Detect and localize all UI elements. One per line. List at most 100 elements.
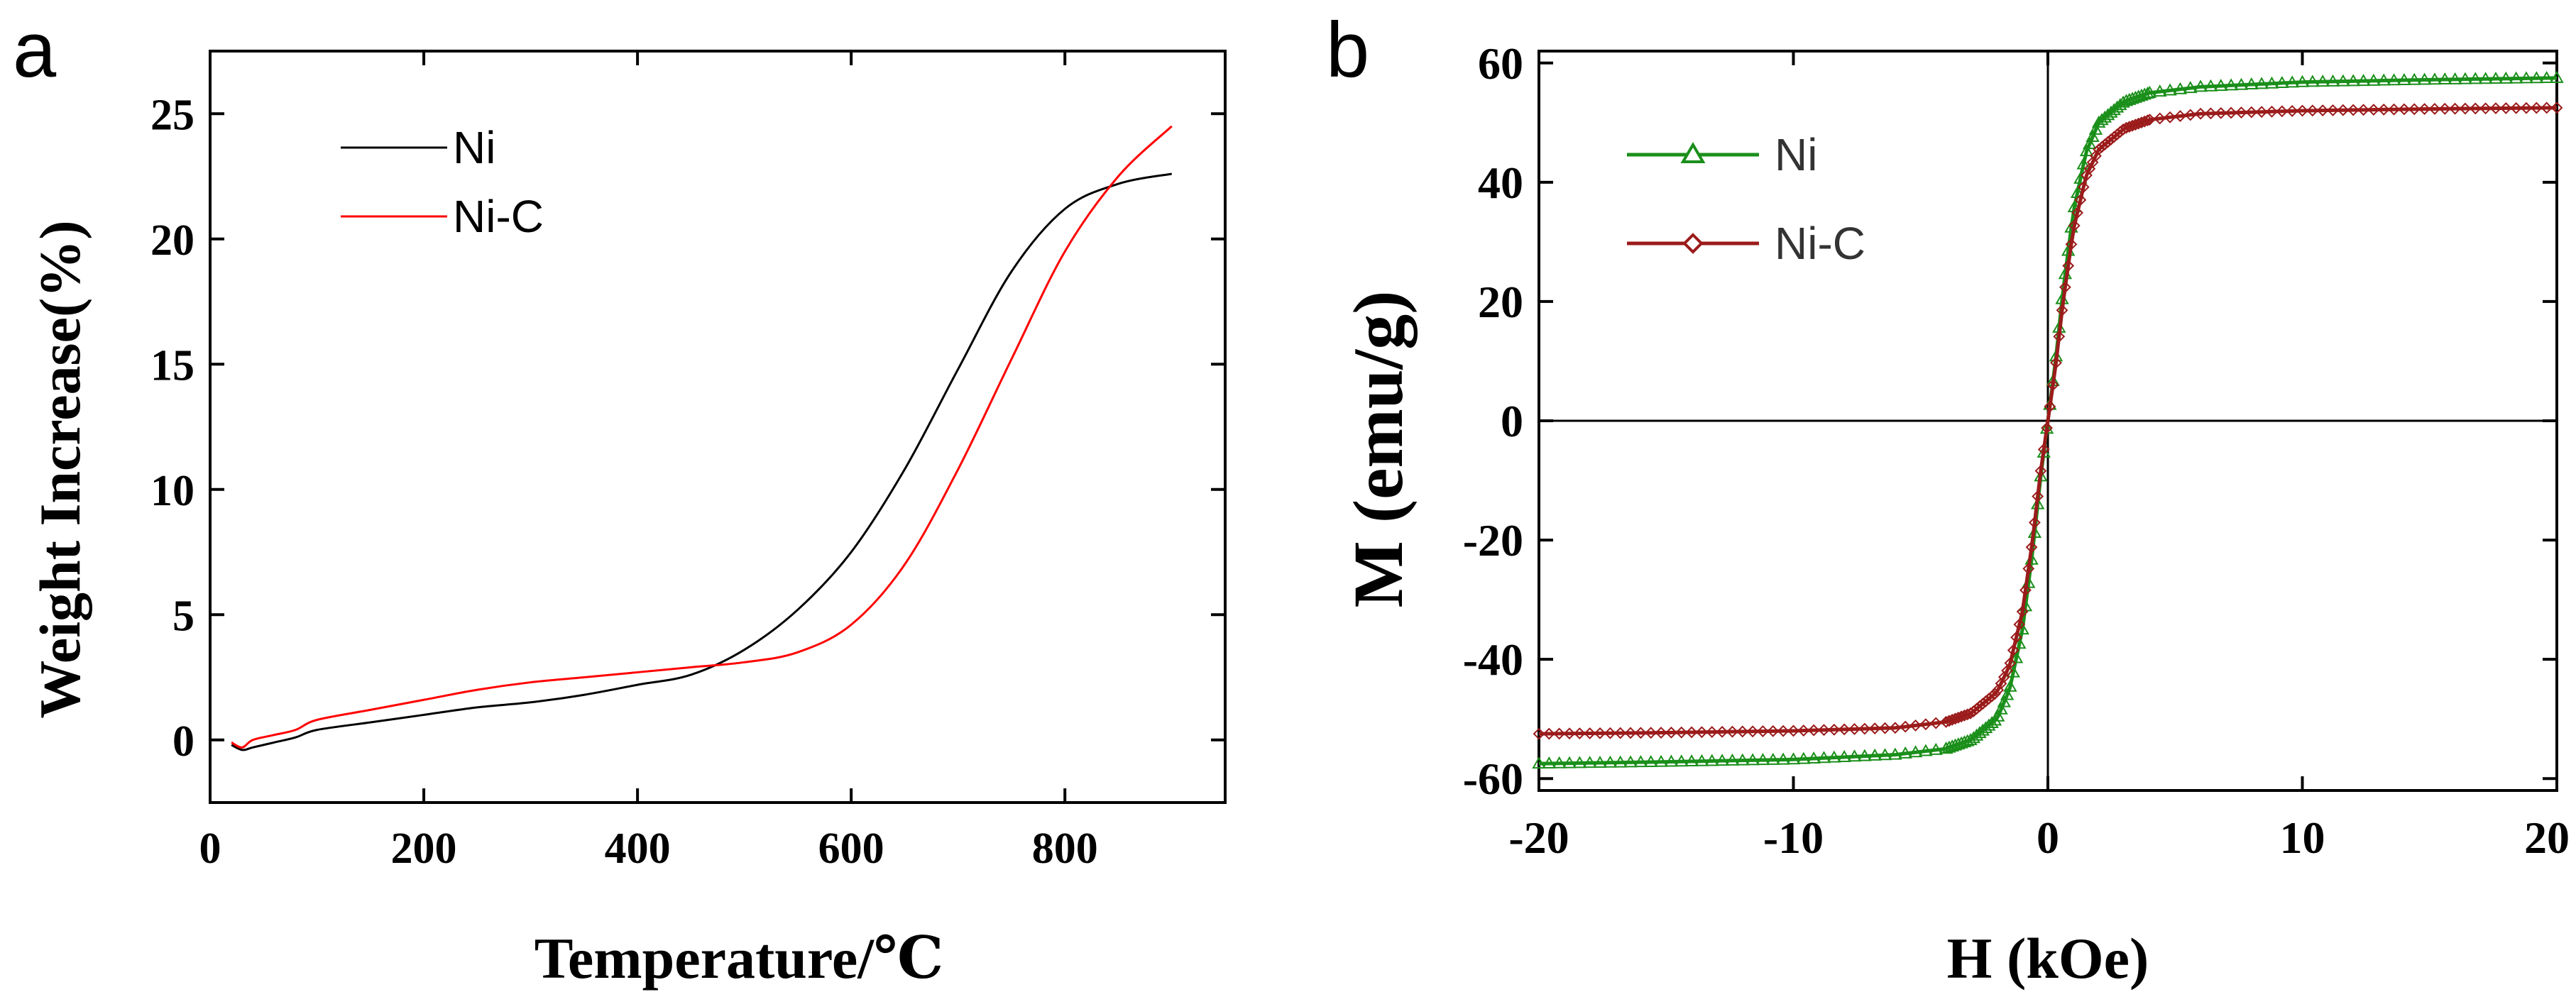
- data-point-b-ni-c: [1675, 726, 1688, 739]
- data-point-b-ni: [2193, 79, 2208, 92]
- y-tick-label-a: 25: [150, 91, 194, 139]
- data-point-b-ni: [1807, 751, 1821, 764]
- data-point-b-ni-c: [2184, 109, 2197, 121]
- data-point-b-ni: [2458, 72, 2472, 84]
- data-point-b-ni-c: [1949, 712, 1961, 725]
- y-axis-title-b: M (emu/g): [1339, 290, 1418, 607]
- panel-letter-a: a: [13, 6, 57, 94]
- data-point-b-ni: [1888, 747, 1902, 760]
- data-point-b-ni: [1837, 749, 1851, 762]
- data-point-b-ni-c: [2105, 133, 2117, 145]
- data-point-b-ni: [2315, 75, 2330, 87]
- data-point-b-ni: [2448, 72, 2462, 84]
- data-point-b-ni-c: [2276, 105, 2289, 118]
- data-point-b-ni: [1908, 745, 1923, 758]
- data-point-b-ni-c: [2001, 664, 2014, 677]
- data-point-b-ni-c: [1685, 726, 1698, 739]
- data-point-b-ni-c: [2004, 657, 2017, 669]
- panel-letter-b: b: [1326, 6, 1369, 94]
- data-point-b-ni: [1816, 751, 1831, 764]
- data-point-b-ni-c: [2327, 104, 2339, 116]
- data-point-b-ni-c: [1838, 723, 1851, 736]
- data-point-b-ni-c: [1943, 715, 1956, 727]
- x-tick-label-a: 200: [391, 825, 457, 873]
- data-point-b-ni: [1725, 753, 1740, 766]
- data-point-b-ni: [1985, 716, 1999, 729]
- y-tick-label-a: 5: [172, 592, 194, 640]
- data-point-b-ni-c: [1976, 698, 1989, 710]
- x-tick-label-a: 400: [605, 825, 671, 873]
- data-point-b-ni-c: [2398, 103, 2411, 116]
- data-point-b-ni-c: [2428, 103, 2441, 115]
- data-point-b-ni-c: [2489, 102, 2502, 115]
- data-point-b-ni-c: [2164, 111, 2176, 123]
- series-group-b-ni-c: [1533, 101, 2563, 740]
- data-point-b-ni-c: [2449, 102, 2462, 115]
- data-point-b-ni-c: [2142, 114, 2154, 127]
- data-point-b-ni: [1562, 756, 1577, 768]
- data-point-b-ni: [2079, 144, 2094, 157]
- data-point-b-ni-c: [1848, 723, 1860, 735]
- data-point-b-ni-c: [2077, 181, 2090, 194]
- data-point-b-ni-c: [2235, 106, 2247, 119]
- y-tick-label-b: 60: [1478, 38, 1523, 89]
- data-point-b-ni: [1736, 753, 1750, 766]
- data-point-b-ni: [1755, 753, 1770, 766]
- data-point-b-ni-c: [2143, 114, 2156, 126]
- data-point-b-ni-c: [1879, 722, 1891, 734]
- data-point-b-ni: [1766, 752, 1780, 765]
- data-point-b-ni: [2083, 137, 2097, 150]
- data-point-b-ni-c: [2541, 101, 2553, 114]
- data-point-b-ni-c: [2306, 104, 2319, 117]
- panel-b: b -60 -40 -20 0 20 40 60 -20 -10 0 10 20 H (kOe) M (em…: [1326, 6, 2570, 991]
- data-point-b-ni-c: [1726, 725, 1738, 738]
- data-point-b-ni: [1552, 756, 1567, 768]
- data-point-b-ni-c: [2123, 121, 2136, 133]
- data-point-b-ni-c: [2550, 101, 2563, 114]
- data-point-b-ni-c: [2255, 106, 2268, 119]
- data-point-b-ni: [2325, 74, 2340, 87]
- data-point-b-ni: [2519, 71, 2533, 84]
- y-tick-label-a: 0: [172, 717, 194, 766]
- data-point-b-ni: [1776, 752, 1790, 765]
- data-point-b-ni: [2116, 95, 2130, 108]
- data-point-b-ni: [2137, 87, 2152, 100]
- data-point-b-ni: [1997, 695, 2012, 707]
- data-point-b-ni-c: [1985, 690, 1998, 702]
- data-point-b-ni: [2336, 74, 2350, 87]
- data-point-b-ni: [1644, 754, 1658, 767]
- data-point-b-ni-c: [2469, 102, 2482, 115]
- data-point-b-ni: [2153, 84, 2167, 97]
- data-point-b-ni-c: [2132, 117, 2145, 130]
- data-point-b-ni-c: [2408, 103, 2421, 116]
- data-point-b-ni-c: [2016, 605, 2029, 618]
- data-point-b-ni: [1827, 750, 1841, 763]
- data-point-b-ni-c: [1973, 700, 1986, 712]
- data-point-b-ni-c: [2013, 618, 2026, 631]
- y-tick-label-b: -20: [1463, 515, 1523, 566]
- data-point-b-ni: [2173, 82, 2188, 94]
- plot-frame-a: [209, 50, 1227, 804]
- data-point-b-ni-c: [2316, 104, 2329, 117]
- data-point-b-ni-c: [1952, 711, 1965, 724]
- data-point-b-ni-c: [2215, 106, 2227, 119]
- data-point-b-ni: [2509, 71, 2523, 84]
- data-point-b-ni-c: [2296, 104, 2308, 117]
- data-point-b-ni-c: [1787, 724, 1799, 737]
- data-point-b-ni-c: [1777, 724, 1790, 737]
- data-point-b-ni-c: [2044, 400, 2056, 413]
- data-point-b-ni-c: [2059, 281, 2071, 294]
- data-point-b-ni-c: [1736, 725, 1749, 738]
- data-point-b-ni-c: [1958, 709, 1971, 722]
- data-point-b-ni-c: [2194, 107, 2207, 120]
- data-point-b-ni: [2076, 157, 2090, 170]
- data-point-b-ni-c: [2154, 112, 2166, 125]
- data-point-b-ni-c: [1594, 727, 1606, 739]
- data-point-b-ni-c: [1645, 727, 1657, 739]
- data-point-b-ni: [1745, 753, 1760, 766]
- data-point-b-ni-c: [2388, 103, 2400, 116]
- x-tick-label-a: 0: [199, 825, 221, 873]
- data-point-b-ni-c: [2053, 330, 2066, 343]
- data-point-b-ni: [2234, 77, 2249, 90]
- data-point-b-ni-c: [2520, 101, 2533, 114]
